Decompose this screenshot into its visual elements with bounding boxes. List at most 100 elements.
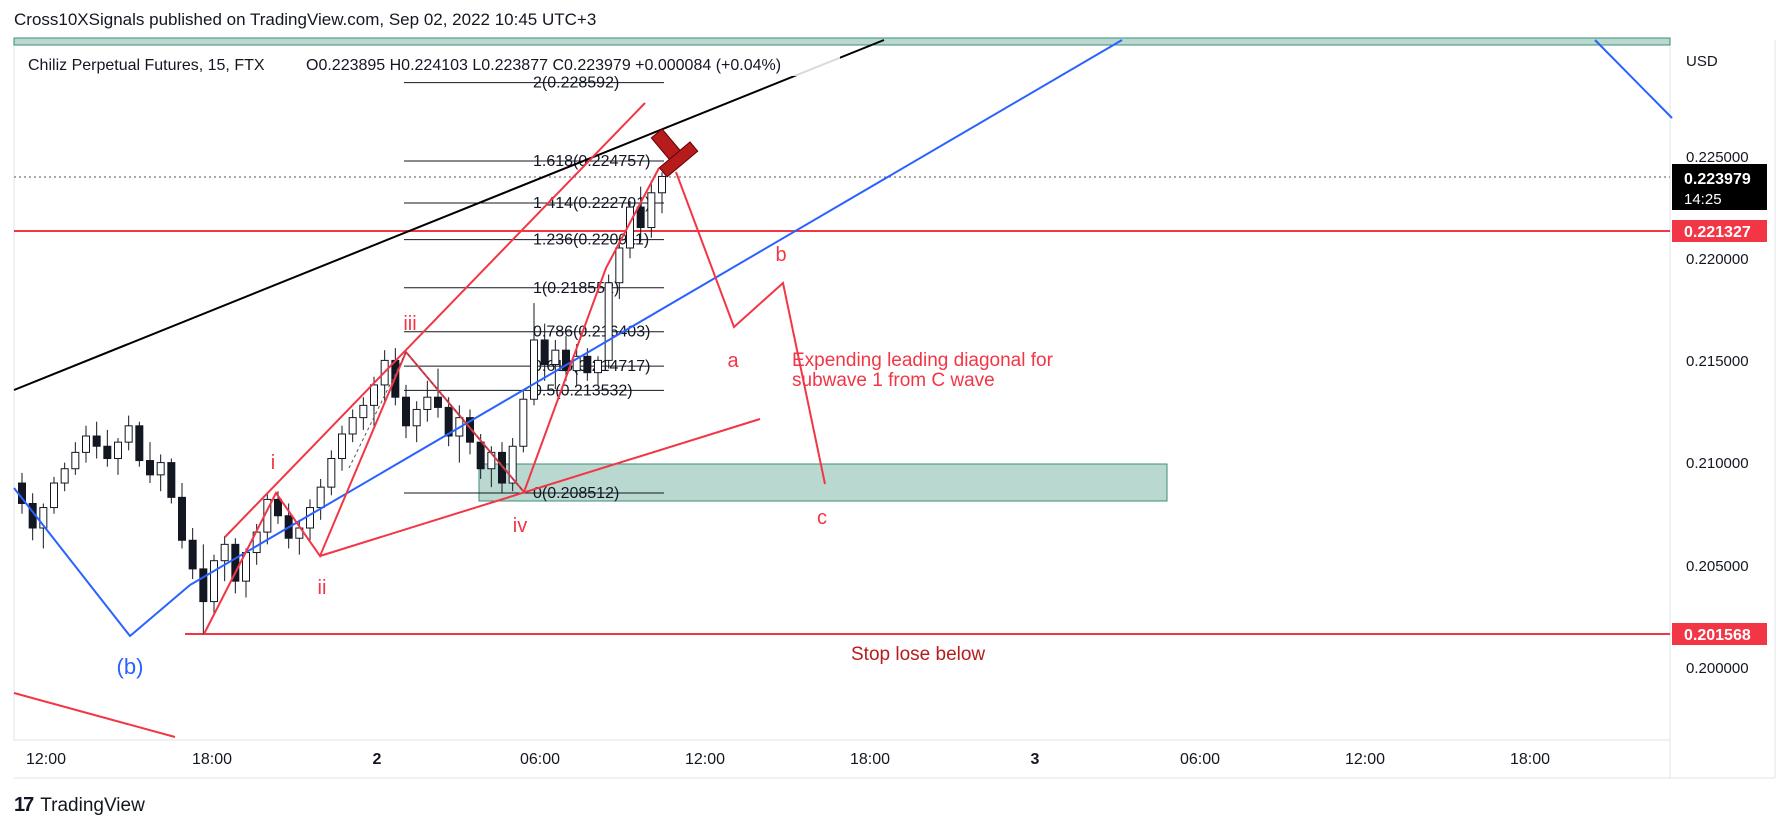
candle-body <box>39 507 48 529</box>
candle-body <box>156 462 165 476</box>
price-tick: 0.200000 <box>1686 660 1749 677</box>
candle-body <box>498 451 506 484</box>
countdown-label: 14:25 <box>1684 191 1722 208</box>
stop-annotation: Stop lose below <box>851 644 985 665</box>
candle-body <box>423 396 432 410</box>
time-tick: 12:00 <box>26 751 66 768</box>
blue-wave-path[interactable] <box>13 487 191 638</box>
wave-label-ii: ii <box>318 577 327 599</box>
candle-body <box>306 507 314 529</box>
candle-body <box>583 355 592 374</box>
price-tick: 0.215000 <box>1686 353 1749 370</box>
candle-body <box>60 468 69 484</box>
candle-body <box>327 458 336 488</box>
hammer-icon <box>650 128 699 178</box>
candle-body <box>338 433 346 460</box>
candle-body <box>231 543 240 582</box>
diagonal-annotation-line1: Expending leading diagonal for <box>792 350 1054 371</box>
current-price-label: 0.223979 <box>1684 171 1751 188</box>
candle-body <box>647 192 656 229</box>
legend-bg <box>20 50 840 76</box>
red-bottom-line[interactable] <box>13 692 176 738</box>
diagonal-annotation-line2: subwave 1 from C wave <box>792 370 995 391</box>
candle-body <box>71 451 80 470</box>
candle-body <box>103 445 112 460</box>
fib-level-label: 2(0.228592) <box>533 75 619 92</box>
candle-body <box>135 425 144 462</box>
candle-body <box>519 398 528 447</box>
fib-level-label: 0.5(0.213532) <box>533 382 633 399</box>
diagonal-upper-line[interactable] <box>224 102 646 538</box>
candle-body <box>316 486 325 509</box>
candle-body <box>604 282 613 361</box>
candle-body <box>370 384 378 406</box>
candle-body <box>466 417 474 443</box>
diagonal-lower-line[interactable] <box>319 418 761 557</box>
candle-body <box>658 175 666 194</box>
upper-level-label: 0.221327 <box>1684 224 1751 241</box>
candle-body <box>124 425 133 443</box>
tradingview-logo-icon: 17 <box>14 794 34 816</box>
candle-body <box>572 355 581 372</box>
candle-body <box>434 396 442 408</box>
black-channel-line[interactable] <box>13 39 885 391</box>
wave-count-path[interactable] <box>203 167 660 635</box>
candle-body <box>274 498 282 517</box>
footer-brand[interactable]: 17 TradingView <box>14 794 145 817</box>
candle-body <box>508 445 517 484</box>
fib-level-label: 0.786(0.216403) <box>533 324 650 341</box>
candle-body <box>348 417 357 435</box>
candle-body <box>210 560 218 603</box>
projection-path[interactable] <box>675 171 826 485</box>
candle-body <box>594 359 602 374</box>
candle-body <box>82 435 90 453</box>
wave-label-b: b <box>775 244 786 266</box>
wave-label-iv: iv <box>513 515 527 537</box>
fib-level-label: 1.618(0.224757) <box>533 153 650 170</box>
footer-brand-name: TradingView <box>40 794 145 816</box>
wave-label-b-big: (b) <box>117 654 144 679</box>
fib-level-label: 0.618(0.214717) <box>533 358 650 375</box>
fib-level-label: 1.414(0.222701) <box>533 195 650 212</box>
candle-body <box>359 404 368 419</box>
candle-body <box>50 482 58 509</box>
time-tick: 18:00 <box>192 751 232 768</box>
time-axis-ticks: 12:00 18:00 2 06:00 12:00 18:00 3 06:00 … <box>26 751 1550 768</box>
top-zone-band <box>13 37 1671 46</box>
candle-body <box>167 462 176 498</box>
fib-level-label: 1.236(0.220911) <box>533 232 649 249</box>
time-tick: 3 <box>1031 751 1040 768</box>
wave-label-i: i <box>271 452 275 474</box>
candle-body <box>615 247 624 284</box>
blue-trend-line[interactable] <box>189 39 1123 586</box>
lower-level-label: 0.201568 <box>1684 627 1751 644</box>
legend-symbol[interactable]: Chiliz Perpetual Futures, 15, FTX <box>28 57 265 74</box>
current-price-badge <box>1672 164 1767 210</box>
candle-body <box>92 435 101 447</box>
wave-label-c: c <box>817 507 827 529</box>
candle-body <box>412 408 421 427</box>
publish-header: Cross10XSignals published on TradingView… <box>14 10 597 29</box>
time-tick: 2 <box>373 751 382 768</box>
candle-body <box>530 339 538 400</box>
candle-body <box>199 568 208 603</box>
wave-label-iii: iii <box>403 313 416 335</box>
price-tick: 0.220000 <box>1686 251 1749 268</box>
candle-body <box>551 349 560 365</box>
lower-level-badge <box>1672 623 1767 645</box>
legend-ohlc: O0.223895 H0.224103 L0.223877 C0.223979 … <box>306 57 781 74</box>
price-tick: 0.205000 <box>1686 558 1749 575</box>
candle-body <box>220 543 229 562</box>
blue-right-line[interactable] <box>1594 39 1673 119</box>
wave-label-a: a <box>727 350 739 372</box>
candle-body <box>114 441 122 460</box>
candle-body <box>540 339 549 365</box>
candle-body <box>188 539 197 570</box>
candle-body <box>444 406 453 437</box>
price-axis-currency: USD <box>1686 53 1718 70</box>
fib-level-label: 0(0.208512) <box>533 485 619 502</box>
dashed-guide <box>348 351 525 493</box>
candle-body <box>402 396 410 427</box>
